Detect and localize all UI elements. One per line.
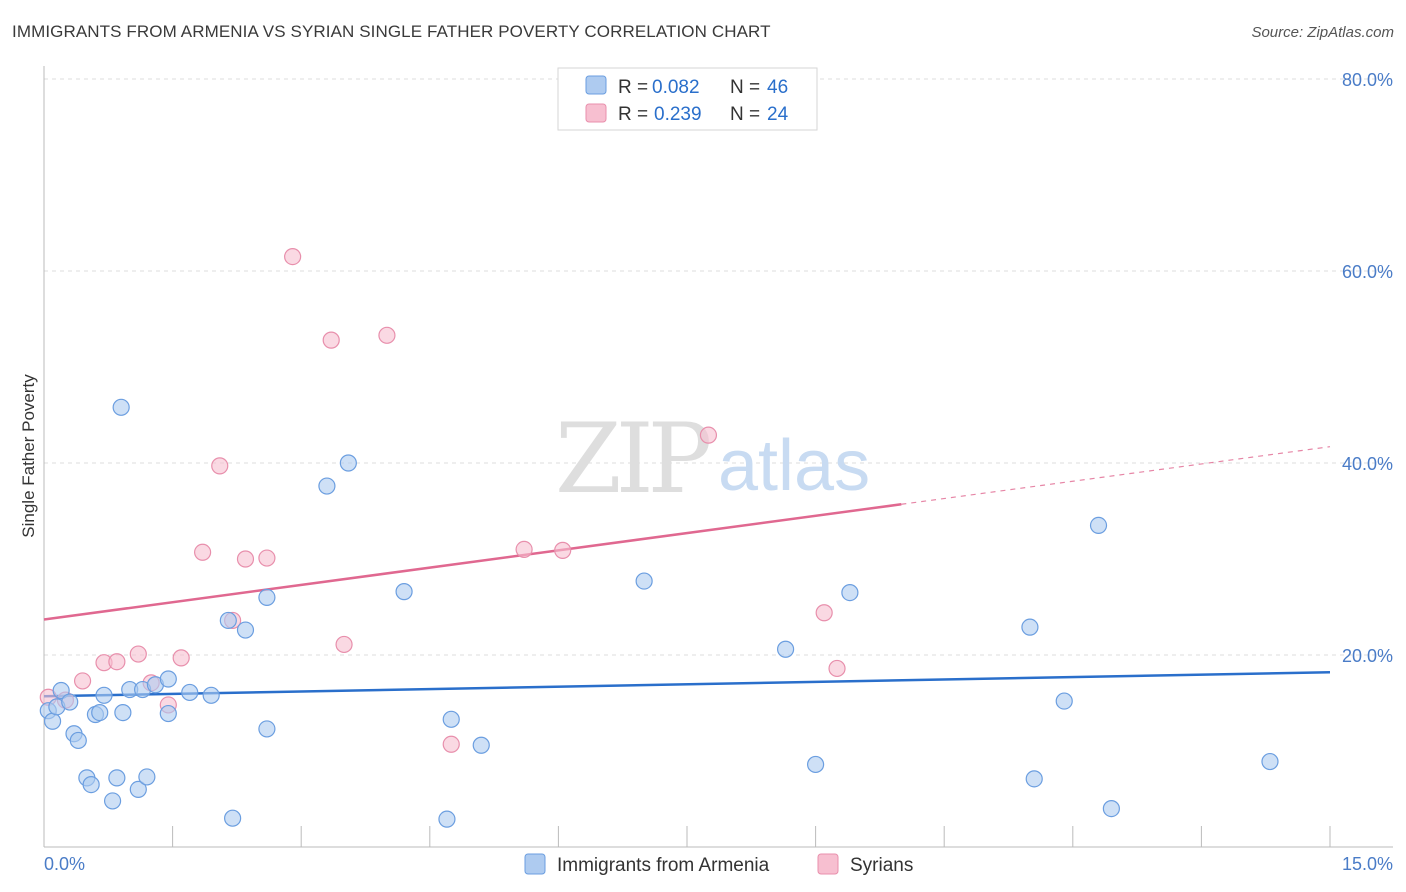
point-armenia-10 [91, 703, 109, 722]
point-syrians-22 [815, 604, 833, 622]
y-tick-labels: 20.0% 40.0% 60.0% 80.0% [1342, 70, 1393, 666]
y-tick-label-3: 80.0% [1342, 70, 1393, 90]
point-armenia-36 [635, 572, 653, 590]
trend-line-armenia [43, 671, 1331, 698]
chart-title: IMMIGRANTS FROM ARMENIA VS SYRIAN SINGLE… [12, 22, 771, 41]
point-armenia-41 [1025, 770, 1043, 788]
point-armenia-31 [339, 454, 357, 472]
legend-swatch-blue [585, 75, 607, 95]
point-armenia-12 [103, 792, 122, 810]
point-armenia-42 [1055, 692, 1073, 710]
point-armenia-29 [258, 720, 276, 738]
point-armenia-6 [69, 731, 87, 750]
point-syrians-13 [258, 549, 276, 567]
point-syrians-12 [236, 550, 255, 568]
point-armenia-38 [806, 755, 825, 774]
legend-series-swatch-armenia [524, 853, 546, 875]
point-armenia-21 [159, 670, 177, 688]
x-tick-label-max: 15.0% [1342, 854, 1393, 874]
point-syrians-4 [108, 653, 126, 671]
legend-swatch-pink [585, 103, 607, 123]
point-armenia-25 [219, 611, 237, 630]
y-tick-label-2: 60.0% [1342, 262, 1393, 282]
point-syrians-20 [554, 541, 572, 559]
point-armenia-23 [181, 683, 199, 702]
point-armenia-13 [108, 769, 126, 787]
point-armenia-17 [129, 780, 147, 799]
point-armenia-24 [202, 686, 220, 704]
watermark: ZIP atlas [555, 403, 870, 515]
point-armenia-22 [159, 704, 177, 723]
legend-n-label-1: N = [730, 77, 760, 98]
legend-r-label-1: R = [618, 77, 648, 98]
source-label: Source: ZipAtlas.com [1251, 24, 1394, 41]
x-tick-labels: 0.0% 15.0% [44, 854, 1393, 874]
point-syrians-19 [515, 540, 533, 559]
watermark-atlas: atlas [718, 426, 870, 506]
trend-lines [43, 446, 1331, 698]
legend-n-value-2: 24 [767, 104, 789, 125]
point-armenia-32 [395, 583, 413, 601]
axes [43, 66, 1393, 848]
point-armenia-19 [138, 768, 156, 786]
point-armenia-44 [1102, 799, 1120, 818]
legend-n-value-1: 46 [767, 77, 788, 98]
point-armenia-14 [112, 398, 130, 416]
point-syrians-9 [194, 543, 212, 561]
point-armenia-35 [472, 736, 490, 754]
point-armenia-3 [52, 681, 70, 700]
point-syrians-21 [699, 426, 718, 444]
point-syrians-16 [335, 635, 353, 654]
grid-lines [44, 78, 1393, 656]
trend-line-syrians [43, 503, 902, 621]
point-armenia-28 [258, 588, 276, 607]
point-syrians-5 [129, 645, 147, 663]
point-armenia-15 [114, 703, 132, 722]
point-armenia-45 [1261, 752, 1279, 771]
point-armenia-4 [61, 693, 79, 711]
watermark-zip: ZIP [555, 403, 710, 515]
legend-series-swatch-syrians [817, 853, 839, 875]
y-axis-title: Single Father Poverty [19, 374, 38, 538]
point-syrians-10 [211, 457, 229, 475]
legend-r-label-2: R = [618, 104, 648, 125]
point-armenia-26 [224, 809, 242, 827]
point-armenia-43 [1089, 516, 1108, 535]
legend-n-label-2: N = [730, 104, 760, 125]
legend-stats: R = 0.082 N = 46 R = 0.239 N = 24 [557, 67, 818, 131]
trend-line-syrians-extension [901, 446, 1331, 505]
legend-series-label-syrians: Syrians [850, 855, 913, 876]
point-armenia-11 [95, 686, 113, 704]
point-syrians-23 [828, 659, 846, 678]
point-syrians-17 [378, 326, 396, 344]
point-armenia-40 [1021, 618, 1039, 636]
point-armenia-34 [442, 710, 460, 728]
point-armenia-1 [43, 712, 62, 730]
point-armenia-30 [318, 477, 336, 495]
point-armenia-37 [776, 640, 795, 658]
legend-series: Immigrants from Armenia Syrians [524, 853, 913, 876]
point-syrians-2 [73, 672, 92, 690]
x-tick-label-min: 0.0% [44, 854, 85, 874]
point-armenia-33 [438, 810, 456, 828]
point-armenia-8 [82, 775, 100, 794]
legend-r-value-2: 0.239 [654, 104, 702, 125]
legend-r-value-1: 0.082 [652, 77, 700, 98]
point-syrians-8 [172, 649, 190, 667]
data-points [39, 248, 1279, 828]
point-armenia-39 [841, 583, 859, 602]
legend-series-label-armenia: Immigrants from Armenia [557, 855, 770, 876]
point-syrians-14 [284, 248, 302, 266]
point-syrians-15 [322, 331, 340, 349]
y-tick-label-0: 20.0% [1342, 646, 1393, 666]
y-tick-label-1: 40.0% [1342, 454, 1393, 474]
point-armenia-27 [236, 621, 255, 639]
point-syrians-18 [442, 735, 460, 753]
